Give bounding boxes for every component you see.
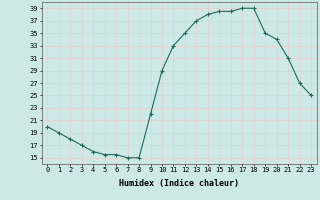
X-axis label: Humidex (Indice chaleur): Humidex (Indice chaleur) xyxy=(119,179,239,188)
